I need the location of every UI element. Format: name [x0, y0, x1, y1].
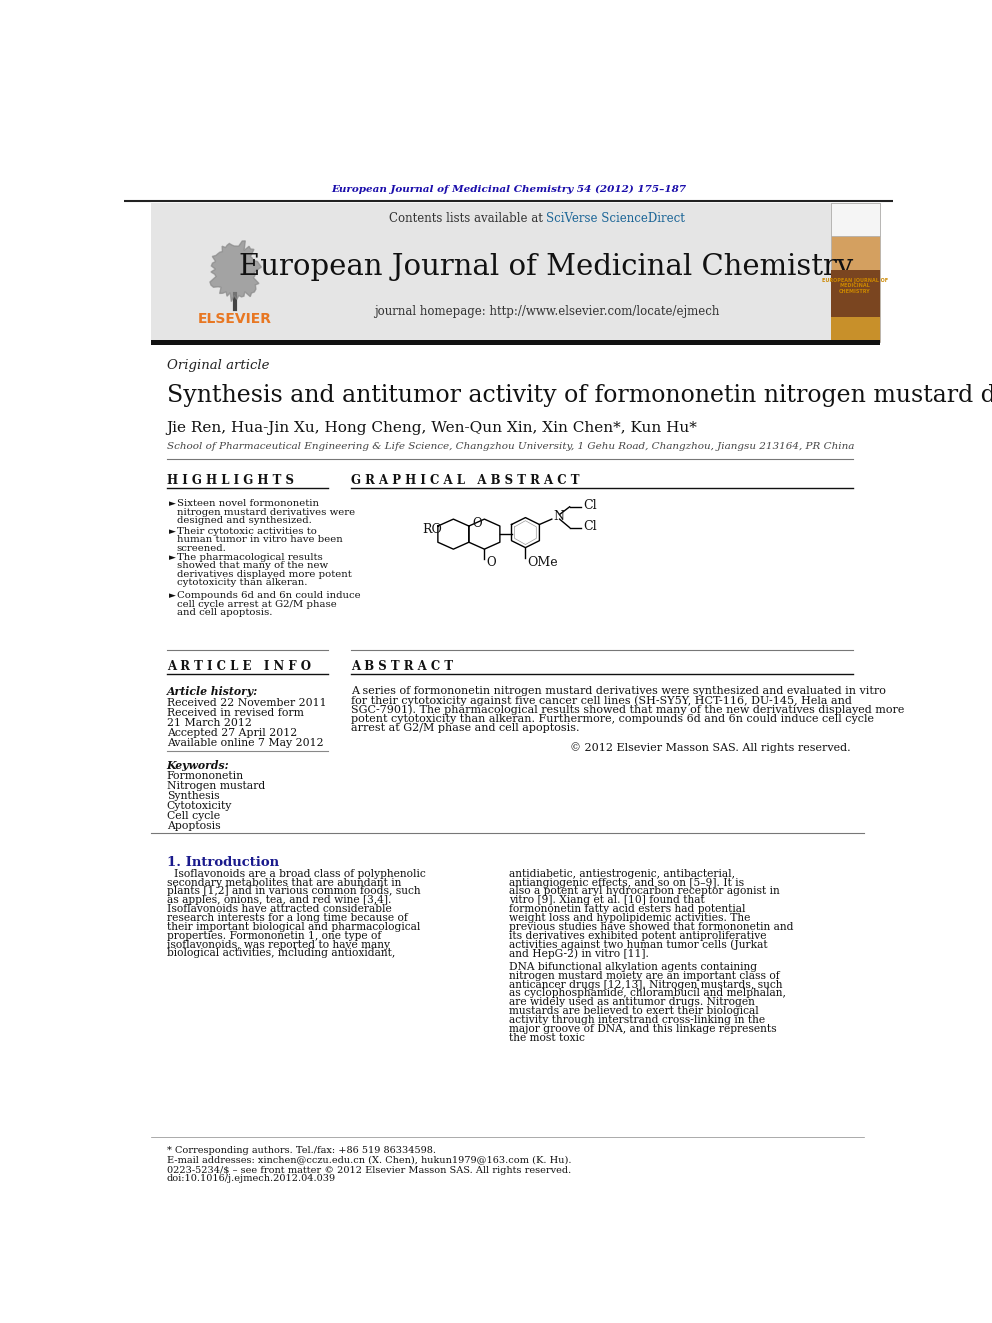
Text: plants [1,2] and in various common foods, such: plants [1,2] and in various common foods…: [167, 886, 421, 897]
Text: previous studies have showed that formononetin and: previous studies have showed that formon…: [509, 922, 794, 931]
Text: © 2012 Elsevier Masson SAS. All rights reserved.: © 2012 Elsevier Masson SAS. All rights r…: [570, 742, 851, 753]
Text: Sixteen novel formononetin: Sixteen novel formononetin: [177, 499, 318, 508]
Text: Original article: Original article: [167, 359, 269, 372]
Text: also a potent aryl hydrocarbon receptor agonist in: also a potent aryl hydrocarbon receptor …: [509, 886, 780, 897]
Text: DNA bifunctional alkylation agents containing: DNA bifunctional alkylation agents conta…: [509, 962, 757, 972]
Text: as apples, onions, tea, and red wine [3,4].: as apples, onions, tea, and red wine [3,…: [167, 896, 391, 905]
Text: H I G H L I G H T S: H I G H L I G H T S: [167, 474, 294, 487]
Text: SciVerse ScienceDirect: SciVerse ScienceDirect: [547, 212, 685, 225]
Text: 0223-5234/$ – see front matter © 2012 Elsevier Masson SAS. All rights reserved.: 0223-5234/$ – see front matter © 2012 El…: [167, 1166, 570, 1175]
Text: human tumor in vitro have been: human tumor in vitro have been: [177, 536, 342, 544]
Text: cell cycle arrest at G2/M phase: cell cycle arrest at G2/M phase: [177, 599, 336, 609]
Text: Apoptosis: Apoptosis: [167, 822, 220, 831]
Text: ►: ►: [169, 591, 176, 601]
Bar: [831, 316, 880, 343]
Text: screened.: screened.: [177, 544, 226, 553]
Polygon shape: [210, 241, 262, 302]
Text: the most toxic: the most toxic: [509, 1033, 585, 1043]
Text: mustards are believed to exert their biological: mustards are believed to exert their bio…: [509, 1007, 759, 1016]
Text: Received in revised form: Received in revised form: [167, 708, 304, 718]
Bar: [151, 204, 880, 343]
Text: arrest at G2/M phase and cell apoptosis.: arrest at G2/M phase and cell apoptosis.: [351, 724, 579, 733]
Text: Cytotoxicity: Cytotoxicity: [167, 800, 232, 811]
Text: cytotoxicity than alkeran.: cytotoxicity than alkeran.: [177, 578, 308, 587]
Text: ►: ►: [169, 527, 176, 536]
Text: potent cytotoxicity than alkeran. Furthermore, compounds 6d and 6n could induce : potent cytotoxicity than alkeran. Furthe…: [351, 714, 874, 724]
Text: anticancer drugs [12,13]. Nitrogen mustards, such: anticancer drugs [12,13]. Nitrogen musta…: [509, 979, 783, 990]
Text: Synthesis: Synthesis: [167, 791, 219, 800]
Text: Nitrogen mustard: Nitrogen mustard: [167, 781, 265, 791]
Text: antidiabetic, antiestrogenic, antibacterial,: antidiabetic, antiestrogenic, antibacter…: [509, 869, 735, 878]
Text: biological activities, including antioxidant,: biological activities, including antioxi…: [167, 949, 395, 958]
Text: are widely used as antitumor drugs. Nitrogen: are widely used as antitumor drugs. Nitr…: [509, 998, 755, 1007]
Bar: [151, 340, 880, 345]
Text: The pharmacological results: The pharmacological results: [177, 553, 322, 562]
Text: School of Pharmaceutical Engineering & Life Science, Changzhou University, 1 Geh: School of Pharmaceutical Engineering & L…: [167, 442, 854, 451]
Text: ELSEVIER: ELSEVIER: [197, 312, 272, 325]
Text: O: O: [486, 556, 496, 569]
Text: European Journal of Medicinal Chemistry: European Journal of Medicinal Chemistry: [239, 253, 853, 280]
Text: ►: ►: [169, 499, 176, 508]
Text: derivatives displayed more potent: derivatives displayed more potent: [177, 570, 351, 579]
Text: European Journal of Medicinal Chemistry 54 (2012) 175–187: European Journal of Medicinal Chemistry …: [331, 185, 685, 194]
Text: antiangiogenic effects, and so on [5–9]. It is: antiangiogenic effects, and so on [5–9].…: [509, 877, 744, 888]
Text: isoflavonoids, was reported to have many: isoflavonoids, was reported to have many: [167, 939, 390, 950]
Text: Compounds 6d and 6n could induce: Compounds 6d and 6n could induce: [177, 591, 360, 601]
Text: A B S T R A C T: A B S T R A C T: [351, 660, 453, 673]
Text: Cell cycle: Cell cycle: [167, 811, 220, 822]
Text: RO: RO: [423, 524, 442, 536]
Text: for their cytotoxicity against five cancer cell lines (SH-SY5Y, HCT-116, DU-145,: for their cytotoxicity against five canc…: [351, 696, 852, 706]
Text: EUROPEAN JOURNAL OF
MEDICINAL
CHEMISTRY: EUROPEAN JOURNAL OF MEDICINAL CHEMISTRY: [821, 278, 888, 294]
Text: and HepG-2) in vitro [11].: and HepG-2) in vitro [11].: [509, 949, 649, 959]
Text: A series of formononetin nitrogen mustard derivatives were synthesized and evalu: A series of formononetin nitrogen mustar…: [351, 687, 886, 696]
Text: designed and synthesized.: designed and synthesized.: [177, 516, 311, 525]
Text: secondary metabolites that are abundant in: secondary metabolites that are abundant …: [167, 877, 401, 888]
Text: as cyclophosphamide, chlorambucil and melphalan,: as cyclophosphamide, chlorambucil and me…: [509, 988, 786, 999]
Bar: [831, 204, 880, 343]
Text: nitrogen mustard moiety are an important class of: nitrogen mustard moiety are an important…: [509, 971, 780, 980]
Text: Jie Ren, Hua-Jin Xu, Hong Cheng, Wen-Qun Xin, Xin Chen*, Kun Hu*: Jie Ren, Hua-Jin Xu, Hong Cheng, Wen-Qun…: [167, 421, 697, 435]
Text: properties. Formononetin 1, one type of: properties. Formononetin 1, one type of: [167, 930, 381, 941]
Text: Article history:: Article history:: [167, 687, 258, 697]
Text: major groove of DNA, and this linkage represents: major groove of DNA, and this linkage re…: [509, 1024, 777, 1033]
Text: and cell apoptosis.: and cell apoptosis.: [177, 609, 272, 618]
Text: Accepted 27 April 2012: Accepted 27 April 2012: [167, 728, 297, 738]
Text: O: O: [472, 517, 481, 531]
Text: * Corresponding authors. Tel./fax: +86 519 86334598.: * Corresponding authors. Tel./fax: +86 5…: [167, 1146, 435, 1155]
Text: Their cytotoxic activities to: Their cytotoxic activities to: [177, 527, 316, 536]
Text: SGC-7901). The pharmacological results showed that many of the new derivatives d: SGC-7901). The pharmacological results s…: [351, 705, 905, 716]
Text: Keywords:: Keywords:: [167, 761, 229, 771]
Text: weight loss and hypolipidemic activities. The: weight loss and hypolipidemic activities…: [509, 913, 751, 923]
Text: Isoflavonoids are a broad class of polyphenolic: Isoflavonoids are a broad class of polyp…: [175, 869, 427, 878]
Text: showed that many of the new: showed that many of the new: [177, 561, 327, 570]
Text: Contents lists available at: Contents lists available at: [389, 212, 547, 225]
Text: doi:10.1016/j.ejmech.2012.04.039: doi:10.1016/j.ejmech.2012.04.039: [167, 1174, 335, 1183]
Text: Cl: Cl: [582, 520, 596, 533]
Text: formononetin fatty acid esters had potential: formononetin fatty acid esters had poten…: [509, 904, 746, 914]
Bar: [831, 204, 880, 235]
Text: activity through interstrand cross-linking in the: activity through interstrand cross-linki…: [509, 1015, 765, 1025]
Text: 1. Introduction: 1. Introduction: [167, 856, 279, 869]
Text: Available online 7 May 2012: Available online 7 May 2012: [167, 738, 323, 747]
Text: its derivatives exhibited potent antiproliferative: its derivatives exhibited potent antipro…: [509, 930, 767, 941]
Text: Cl: Cl: [582, 499, 596, 512]
Text: N: N: [554, 511, 564, 524]
Text: research interests for a long time because of: research interests for a long time becau…: [167, 913, 408, 923]
Text: ►: ►: [169, 553, 176, 562]
Text: vitro [9]. Xiang et al. [10] found that: vitro [9]. Xiang et al. [10] found that: [509, 896, 705, 905]
Text: nitrogen mustard derivatives were: nitrogen mustard derivatives were: [177, 508, 355, 516]
Text: journal homepage: http://www.elsevier.com/locate/ejmech: journal homepage: http://www.elsevier.co…: [374, 304, 719, 318]
Text: Synthesis and antitumor activity of formononetin nitrogen mustard derivatives: Synthesis and antitumor activity of form…: [167, 385, 992, 407]
Text: Isoflavonoids have attracted considerable: Isoflavonoids have attracted considerabl…: [167, 904, 392, 914]
Text: A R T I C L E   I N F O: A R T I C L E I N F O: [167, 660, 310, 673]
Text: their important biological and pharmacological: their important biological and pharmacol…: [167, 922, 420, 931]
Text: OMe: OMe: [527, 556, 558, 569]
Text: G R A P H I C A L   A B S T R A C T: G R A P H I C A L A B S T R A C T: [351, 474, 579, 487]
Bar: [831, 270, 880, 316]
Text: Received 22 November 2011: Received 22 November 2011: [167, 697, 326, 708]
Text: E-mail addresses: xinchen@cczu.edu.cn (X. Chen), hukun1979@163.com (K. Hu).: E-mail addresses: xinchen@cczu.edu.cn (X…: [167, 1155, 571, 1164]
Text: 21 March 2012: 21 March 2012: [167, 718, 252, 728]
Text: Formononetin: Formononetin: [167, 771, 244, 781]
Text: activities against two human tumor cells (Jurkat: activities against two human tumor cells…: [509, 939, 768, 950]
